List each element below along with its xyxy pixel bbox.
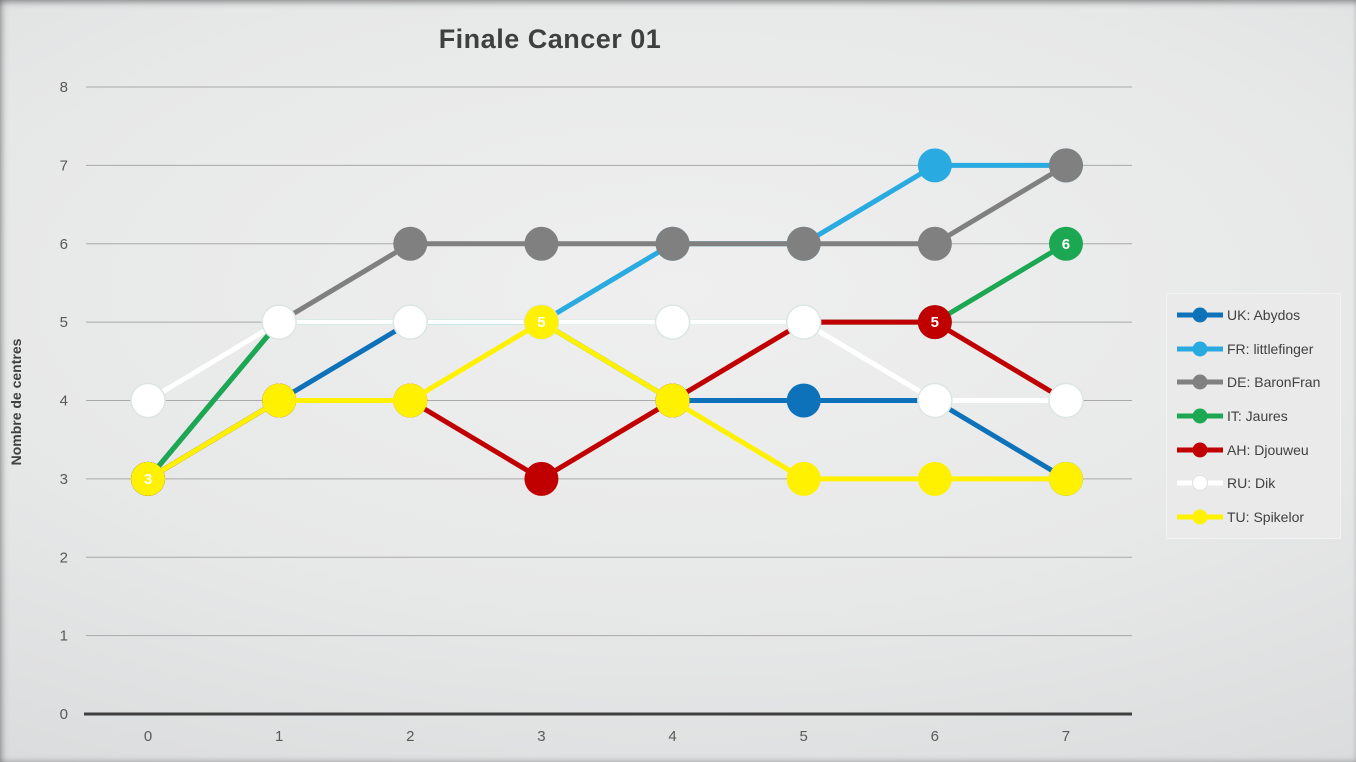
legend-item-4: AH: Djouweu	[1175, 441, 1340, 459]
data-point-marker	[392, 304, 429, 340]
legend-label: DE: BaronFran	[1227, 374, 1321, 391]
data-point-marker	[786, 461, 821, 496]
data-point-marker	[655, 226, 690, 261]
data-point-marker	[1048, 461, 1083, 496]
data-point-marker	[393, 226, 428, 261]
x-tick-label-7: 7	[1062, 728, 1070, 745]
x-tick-label-3: 3	[537, 728, 545, 745]
data-point-marker	[786, 383, 821, 418]
data-point-marker	[917, 226, 952, 261]
legend-series-marker-icon	[1177, 374, 1223, 390]
legend-item-0: UK: Abydos	[1175, 306, 1340, 324]
legend-label: RU: Dik	[1227, 475, 1276, 492]
legend-label: FR: littlefinger	[1227, 340, 1314, 357]
data-point-marker	[524, 226, 559, 261]
data-point-marker	[1048, 382, 1084, 419]
data-point-marker	[785, 304, 822, 340]
legend-series-marker-icon	[1177, 442, 1223, 458]
legend-item-5: RU: Dik	[1175, 474, 1340, 492]
y-tick-label-3: 3	[60, 471, 68, 488]
series-line-5	[146, 319, 1066, 403]
y-tick-label-7: 7	[60, 157, 68, 174]
data-point-label: 6	[1062, 236, 1070, 253]
legend-label: AH: Djouweu	[1227, 441, 1309, 458]
data-point-marker	[393, 383, 428, 418]
x-tick-label-6: 6	[931, 728, 939, 745]
x-tick-label-2: 2	[406, 728, 414, 745]
data-point-marker	[917, 382, 953, 419]
data-point-marker	[131, 461, 165, 496]
y-tick-label-0: 0	[60, 706, 68, 723]
data-point-marker	[524, 461, 559, 496]
data-point-marker	[130, 382, 166, 419]
series-line-2	[146, 163, 1068, 481]
data-point-label: 3	[144, 471, 152, 488]
y-tick-label-2: 2	[60, 549, 68, 566]
x-tick-label-1: 1	[275, 728, 283, 745]
chart-title: Finale Cancer 01	[438, 24, 662, 54]
legend-series-marker-icon	[1177, 475, 1223, 492]
data-point-marker	[786, 226, 821, 261]
data-point-label: 5	[537, 314, 545, 331]
legend-label: TU: Spikelor	[1227, 509, 1305, 526]
data-point-marker	[1048, 148, 1083, 183]
y-tick-label-4: 4	[60, 393, 68, 410]
data-point-marker	[917, 148, 952, 183]
y-tick-label-1: 1	[60, 628, 68, 645]
y-tick-label-6: 6	[60, 236, 68, 253]
data-point-marker	[261, 304, 297, 340]
y-tick-label-5: 5	[60, 314, 68, 331]
legend-series-marker-icon	[1177, 408, 1223, 424]
x-tick-label-0: 0	[144, 728, 152, 745]
y-axis-title: Nombre de centres	[8, 338, 24, 466]
data-point-label: 5	[931, 314, 939, 331]
x-tick-label-5: 5	[800, 728, 808, 745]
legend-item-3: IT: Jaures	[1175, 407, 1340, 425]
legend-series-marker-icon	[1177, 341, 1223, 357]
legend-item-1: FR: littlefinger	[1175, 340, 1340, 358]
data-point-marker	[1048, 226, 1083, 261]
data-point-marker	[524, 305, 559, 340]
series-line-6	[146, 319, 1066, 482]
data-point-marker	[917, 305, 952, 340]
legend-item-6: TU: Spikelor	[1175, 508, 1340, 526]
y-tick-label-8: 8	[60, 79, 68, 96]
legend-label: IT: Jaures	[1227, 407, 1288, 424]
legend-label: UK: Abydos	[1227, 306, 1301, 323]
data-point-marker	[262, 383, 297, 418]
data-point-marker	[654, 304, 691, 340]
legend-item-2: DE: BaronFran	[1175, 373, 1340, 391]
legend: UK: Abydos FR: littlefinger DE: BaronFran I…	[1166, 293, 1341, 539]
data-point-marker	[917, 461, 952, 496]
legend-series-marker-icon	[1177, 307, 1223, 323]
legend-series-marker-icon	[1177, 509, 1223, 525]
x-tick-label-4: 4	[668, 728, 676, 745]
data-point-marker	[655, 383, 690, 418]
